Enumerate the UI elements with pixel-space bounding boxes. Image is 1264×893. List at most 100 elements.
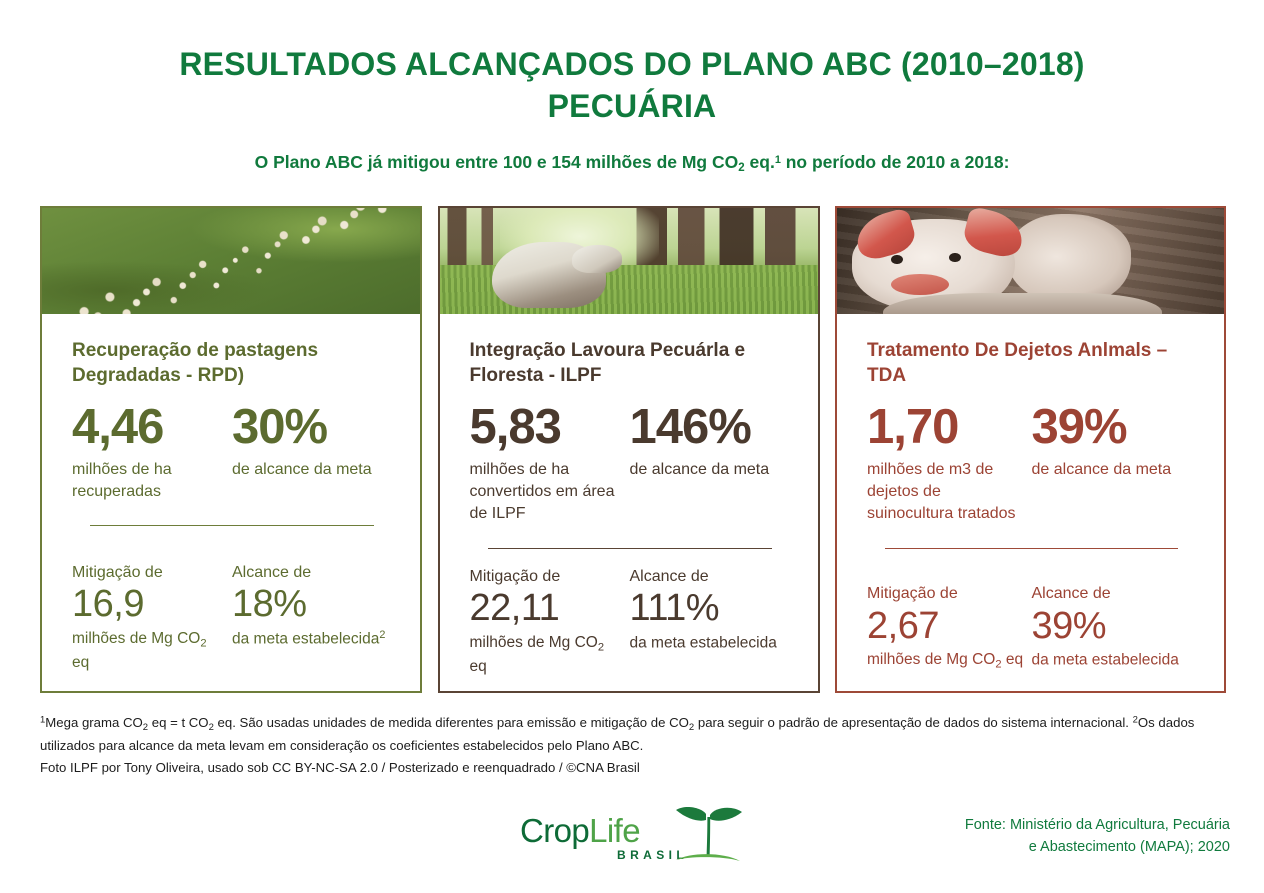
logo-brasil-text: BRASIL xyxy=(617,848,689,862)
card-ilpf-secondary-stat: 146% de alcance da meta xyxy=(629,399,790,526)
card-tda-primary-value: 1,70 xyxy=(867,399,959,454)
card-ilpf-mitigation: Mitigação de 22,11 milhões de Mg CO2 eq xyxy=(470,567,630,677)
cow-shape xyxy=(492,241,623,308)
card-tda-title: Tratamento De Dejetos Anlmals – TDA xyxy=(867,340,1168,387)
card-ilpf-body: Integração Lavoura Pecuárla e Floresta -… xyxy=(440,314,818,691)
footnote-text-1b: eq = t CO xyxy=(148,715,209,730)
card-ilpf-reach-caption: da meta estabelecida xyxy=(630,632,784,654)
source-attribution: Fonte: Ministério da Agricultura, Pecuár… xyxy=(965,814,1230,859)
card-tda-primary-stat: 1,70 milhões de m3 de dejetos de suinocu… xyxy=(867,399,1032,526)
logo-wordmark: CropLife xyxy=(520,812,641,849)
card-tda-secondary-value: 39% xyxy=(1031,399,1128,454)
pen-rail-shape xyxy=(883,292,1163,314)
card-ilpf-reach-caption-text: da meta estabelecida xyxy=(629,634,777,652)
card-ilpf-reach-label: Alcance de xyxy=(629,567,709,585)
card-tda-reach-caption-text: da meta estabelecida xyxy=(1031,651,1179,669)
card-rpd-secondary-caption: de alcance da meta xyxy=(232,460,372,478)
piglets-photo xyxy=(837,208,1224,314)
source-line-2: e Abastecimento (MAPA); 2020 xyxy=(1028,839,1230,856)
subtitle-part2: eq. xyxy=(744,152,775,173)
card-ilpf-mitigation-caption-sub: 2 xyxy=(597,641,605,654)
subtitle-subscript: 2 xyxy=(738,162,745,175)
footnote-marker-2: 2 xyxy=(1132,714,1138,726)
card-ilpf-mitigation-caption: milhões de Mg CO2 eq xyxy=(470,632,624,677)
card-rpd-reach-caption-sup: 2 xyxy=(379,628,386,641)
footnote-sub-3: 2 xyxy=(688,721,695,733)
card-tda-mitigation-value: 2,67 xyxy=(867,604,939,647)
card-tda-spacer xyxy=(867,567,1196,584)
card-rpd-primary-stat: 4,46 milhões de ha recuperadas xyxy=(72,402,232,504)
card-rpd-secondary-stats: Mitigação de 16,9 milhões de Mg CO2 eq A… xyxy=(72,563,392,673)
footnotes: 1Mega grama CO2 eq = t CO2 eq. São usada… xyxy=(40,712,1230,778)
card-ilpf: Integração Lavoura Pecuárla e Floresta -… xyxy=(437,206,820,693)
card-rpd-primary-stats: 4,46 milhões de ha recuperadas 30% de al… xyxy=(72,399,392,504)
piglet-eye-left-shape xyxy=(891,254,903,265)
card-tda-mitigation-caption-p1: milhões de Mg CO xyxy=(867,651,996,669)
card-rpd-mitigation: Mitigação de 16,9 milhões de Mg CO2 eq xyxy=(72,563,232,673)
subtitle-superscript: 1 xyxy=(774,153,781,166)
piglet-back-shape xyxy=(1007,214,1132,304)
card-ilpf-secondary-caption: de alcance da meta xyxy=(629,460,770,478)
card-tda: Tratamento De Dejetos Anlmals – TDA 1,70… xyxy=(835,206,1226,693)
card-rpd-reach-label: Alcance de xyxy=(232,563,312,581)
card-ilpf-reach: Alcance de 111% da meta estabelecida xyxy=(630,567,790,677)
card-ilpf-mitigation-value: 22,11 xyxy=(469,587,560,630)
card-rpd-secondary-stat: 30% de alcance da meta xyxy=(232,399,392,504)
card-tda-mitigation-caption: milhões de Mg CO2 eq xyxy=(867,649,1026,673)
logo-life-text: Life xyxy=(589,812,640,849)
card-tda-reach: Alcance de 39% da meta estabelecida xyxy=(1032,584,1197,673)
card-rpd-mitigation-caption-p2: eq xyxy=(72,653,90,671)
card-tda-secondary-caption: de alcance da meta xyxy=(1031,460,1172,478)
card-tda-body: Tratamento De Dejetos Anlmals – TDA 1,70… xyxy=(837,314,1224,691)
footnote-text-1d: para seguir o padrão de apresentação de … xyxy=(694,715,1133,730)
card-rpd-mitigation-caption-sub: 2 xyxy=(200,637,207,650)
page-title-line2: PECUÁRIA xyxy=(547,87,717,124)
footnote-text-1a: Mega grama CO xyxy=(45,715,143,730)
cow-forest-photo xyxy=(439,208,818,314)
sprout-icon xyxy=(672,806,744,869)
card-tda-primary-caption: milhões de m3 de dejetos de suinocultura… xyxy=(867,460,1016,523)
card-tda-reach-value: 39% xyxy=(1031,604,1107,647)
footnote-text-2: Os dados utilizados para alcance da meta… xyxy=(40,715,1195,754)
footnote-sub-1: 2 xyxy=(142,721,149,733)
card-rpd-secondary-value: 30% xyxy=(232,399,328,454)
subtitle-part1: O Plano ABC já mitigou entre 100 e 154 m… xyxy=(254,152,739,173)
card-ilpf-mitigation-label: Mitigação de xyxy=(469,567,561,585)
footnote-text-3: Foto ILPF por Tony Oliveira, usado sob C… xyxy=(40,759,640,775)
card-rpd-primary-caption: milhões de ha recuperadas xyxy=(72,460,172,500)
card-tda-reach-caption: da meta estabelecida xyxy=(1032,649,1191,671)
card-rpd-mitigation-caption-p1: milhões de Mg CO xyxy=(72,629,201,647)
footer: CropLife BRASIL Fonte: Ministério da Agr… xyxy=(0,800,1264,880)
card-tda-primary-stats: 1,70 milhões de m3 de dejetos de suinocu… xyxy=(867,399,1197,526)
card-ilpf-primary-caption: milhões de ha convertidos em área de ILP… xyxy=(469,460,615,523)
card-rpd-spacer xyxy=(72,544,392,562)
header: RESULTADOS ALCANÇADOS DO PLANO ABC (2010… xyxy=(0,0,1264,176)
card-tda-mitigation: Mitigação de 2,67 milhões de Mg CO2 eq xyxy=(867,584,1032,673)
card-rpd-reach-caption: da meta estabelecida2 xyxy=(232,628,386,650)
piglet-eye-right-shape xyxy=(949,252,961,263)
card-tda-secondary-stat: 39% de alcance da meta xyxy=(1031,399,1197,526)
card-rpd-reach: Alcance de 18% da meta estabelecida2 xyxy=(232,563,392,673)
cattle-herd-shapes xyxy=(42,208,420,314)
card-ilpf-title: Integração Lavoura Pecuárla e Floresta -… xyxy=(469,340,746,387)
card-rpd: Recuperação de pastagens Degradadas - RP… xyxy=(40,206,422,693)
card-tda-mitigation-caption-sub: 2 xyxy=(995,658,1002,671)
croplife-brasil-logo[interactable]: CropLife BRASIL xyxy=(520,804,742,866)
piglet-snout-shape xyxy=(891,273,950,295)
card-ilpf-secondary-stats: Mitigação de 22,11 milhões de Mg CO2 eq … xyxy=(470,567,790,677)
card-rpd-reach-caption-text: da meta estabelecida xyxy=(232,630,380,648)
card-rpd-mitigation-value: 16,9 xyxy=(72,583,144,626)
card-ilpf-reach-value: 111% xyxy=(629,587,720,630)
card-tda-mitigation-caption-p2: eq xyxy=(1001,651,1024,669)
logo-crop-text: Crop xyxy=(520,812,590,849)
card-ilpf-divider xyxy=(487,547,772,549)
subtitle: O Plano ABC já mitigou entre 100 e 154 m… xyxy=(0,151,1264,176)
card-ilpf-secondary-value: 146% xyxy=(629,399,752,454)
page-title-line1: RESULTADOS ALCANÇADOS DO PLANO ABC (2010… xyxy=(179,46,1085,82)
card-rpd-body: Recuperação de pastagens Degradadas - RP… xyxy=(42,314,420,691)
card-rpd-divider xyxy=(90,525,374,527)
card-rpd-reach-value: 18% xyxy=(232,583,307,626)
cards-row: Recuperação de pastagens Degradadas - RP… xyxy=(40,206,1226,693)
page-title: RESULTADOS ALCANÇADOS DO PLANO ABC (2010… xyxy=(0,44,1264,127)
